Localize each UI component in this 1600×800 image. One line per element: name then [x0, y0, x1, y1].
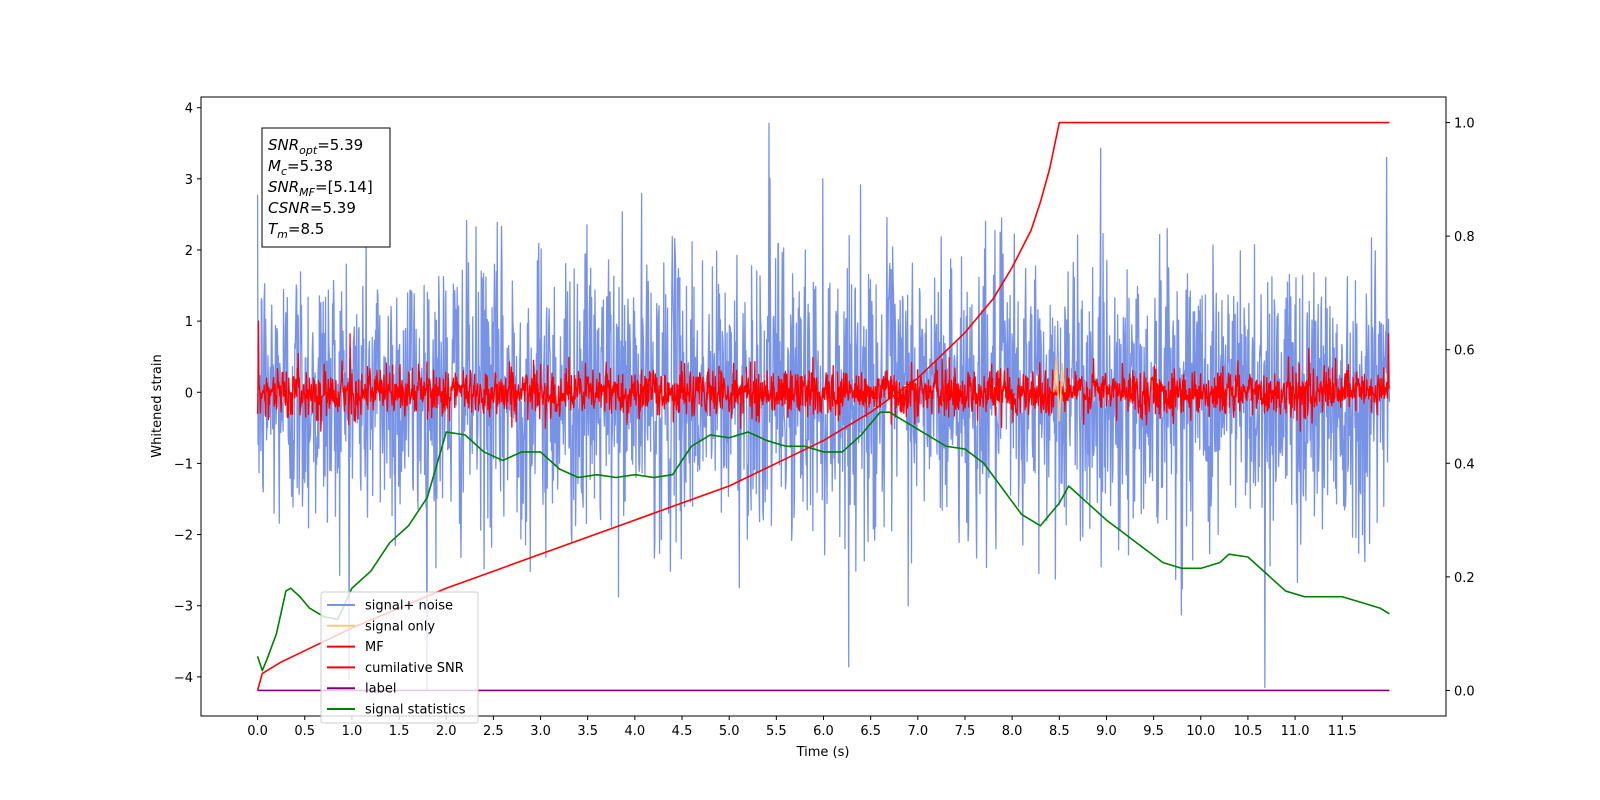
series-line-1 [1052, 355, 1066, 422]
x-tick-label-22: 11.0 [1281, 724, 1310, 739]
x-tick-label-6: 3.0 [530, 724, 551, 739]
annotation-box: SNRopt=5.39Mc=5.38SNRMF=[5.14]CSNR=5.39T… [261, 127, 391, 248]
legend-label-0: signal+ noise [365, 599, 453, 614]
annotation-subscript: opt [299, 144, 318, 157]
x-tick-label-7: 3.5 [577, 724, 598, 739]
y-tick-label-4: 0 [185, 386, 193, 401]
x-tick-label-17: 8.5 [1049, 724, 1070, 739]
annotation-value: =8.5 [288, 220, 324, 238]
x-axis: 0.0 0.5 1.0 1.5 2.0 2.5 3.0 3.5 4.0 4.5 5.0 5.5 6.0 6… [247, 716, 1357, 739]
y-axis-label: Whitened strain [150, 354, 165, 457]
legend-label-2: MF [365, 640, 384, 655]
annotation-line-4: Tm=8.5 [268, 220, 324, 241]
x-tick-label-21: 10.5 [1233, 724, 1262, 739]
annotation-symbol: M [268, 157, 281, 175]
x-tick-label-11: 5.5 [766, 724, 787, 739]
y-tick-label-3: 1 [185, 315, 193, 330]
annotation-value: =5.39 [317, 136, 363, 154]
x-tick-label-18: 9.0 [1096, 724, 1117, 739]
annotation-line-2: SNRMF=[5.14] [268, 178, 373, 199]
x-tick-label-3: 1.5 [389, 724, 410, 739]
x-tick-label-23: 11.5 [1328, 724, 1357, 739]
annotation-symbol: CSNR [268, 199, 310, 217]
annotation-value: =5.38 [287, 157, 333, 175]
annotation-symbol: SNR [268, 178, 299, 196]
legend: signal+ noise signal only MF cumilative SNR… [320, 591, 479, 724]
legend-frame [320, 591, 479, 724]
x-tick-label-12: 6.0 [813, 724, 834, 739]
annotation-value: =5.39 [310, 199, 356, 217]
annotation-symbol: SNR [268, 136, 299, 154]
y2-tick-label-3: 0.6 [1454, 344, 1475, 359]
x-tick-label-16: 8.0 [1002, 724, 1023, 739]
series-line-2 [256, 320, 1390, 432]
y-tick-label-5: −1 [174, 457, 193, 472]
x-tick-label-8: 4.0 [625, 724, 646, 739]
x-tick-label-14: 7.0 [907, 724, 928, 739]
y-tick-label-6: −2 [174, 529, 193, 544]
y-axis-left: 4 3 2 1 0 −1 −2 −3 −4 [174, 102, 201, 686]
x-tick-label-0: 0.0 [247, 724, 268, 739]
x-tick-label-4: 2.0 [436, 724, 457, 739]
x-tick-label-5: 2.5 [483, 724, 504, 739]
x-tick-label-15: 7.5 [955, 724, 976, 739]
annotation-frame [261, 127, 391, 248]
y-axis-right: 0.0 0.2 0.4 0.6 0.8 1.0 [1446, 117, 1475, 699]
annotation-symbol: T [268, 220, 279, 238]
annotation-line-1: Mc=5.38 [268, 157, 333, 178]
annotation-line-0: SNRopt=5.39 [268, 136, 363, 157]
y-tick-label-8: −4 [174, 671, 193, 686]
x-tick-label-20: 10.0 [1186, 724, 1215, 739]
series-line-5 [256, 411, 1390, 672]
legend-label-1: signal only [365, 619, 435, 634]
x-tick-label-13: 6.5 [860, 724, 881, 739]
x-tick-label-19: 9.5 [1143, 724, 1164, 739]
annotation-line-3: CSNR=5.39 [268, 199, 356, 217]
series-line-0 [256, 122, 1391, 692]
x-tick-label-2: 1.0 [342, 724, 363, 739]
legend-label-3: cumilative SNR [365, 661, 464, 676]
y-tick-label-1: 3 [185, 173, 193, 188]
annotation-subscript: MF [299, 186, 315, 199]
y-tick-label-2: 2 [185, 244, 193, 259]
y-tick-label-7: −3 [174, 600, 193, 615]
y2-tick-label-5: 1.0 [1454, 117, 1475, 132]
x-tick-label-1: 0.5 [294, 724, 315, 739]
annotation-subscript: c [281, 165, 287, 178]
legend-label-4: label [365, 682, 396, 697]
x-axis-label: Time (s) [796, 745, 850, 760]
y-tick-label-0: 4 [185, 102, 193, 117]
annotation-value: =[5.14] [315, 178, 373, 196]
y2-tick-label-0: 0.0 [1454, 684, 1475, 699]
annotation-subscript: m [277, 228, 288, 241]
y2-tick-label-2: 0.4 [1454, 457, 1475, 472]
x-tick-label-9: 4.5 [672, 724, 693, 739]
y2-tick-label-1: 0.2 [1454, 571, 1475, 586]
legend-label-5: signal statistics [365, 703, 466, 718]
y2-tick-label-4: 0.8 [1454, 230, 1475, 245]
x-tick-label-10: 5.0 [719, 724, 740, 739]
